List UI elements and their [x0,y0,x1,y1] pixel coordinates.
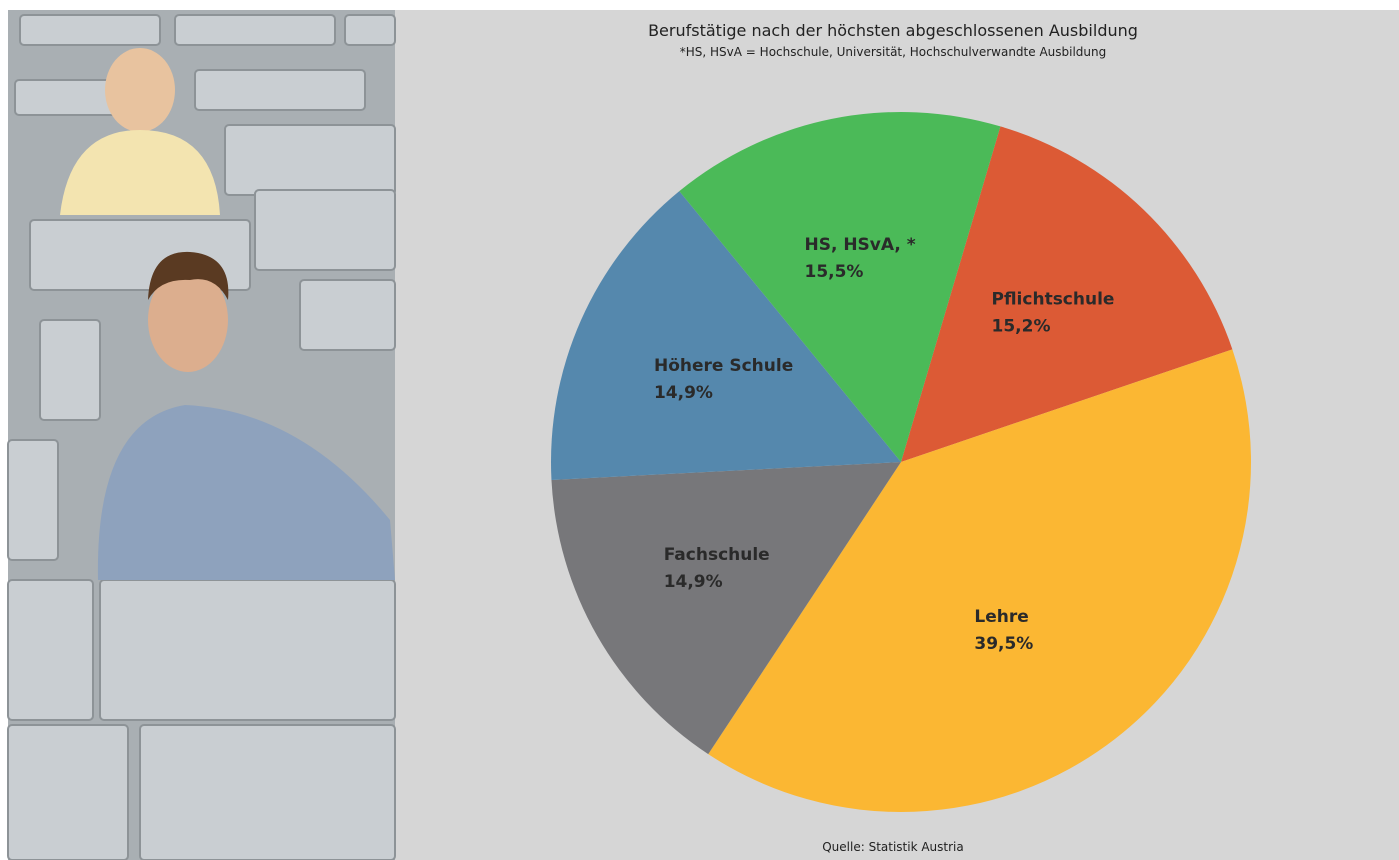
slice-label: Fachschule [664,545,770,565]
photo [8,10,395,860]
slice-value-label: 39,5% [974,634,1033,654]
slice-value-label: 14,9% [654,383,713,403]
slice-label: Lehre [974,607,1028,627]
chart-subtitle: *HS, HSvA = Hochschule, Universität, Hoc… [680,45,1106,59]
slice-value-label: 14,9% [664,572,723,592]
page: Berufstätige nach der höchsten abgeschlo… [0,0,1399,860]
slice-label: Pflichtschule [992,290,1115,310]
slice-value-label: 15,5% [804,262,863,282]
slice-label: HS, HSvA, * [804,235,915,255]
source: Quelle: Statistik Austria [822,840,964,854]
slice-value-label: 15,2% [992,317,1051,337]
chart-title: Berufstätige nach der höchsten abgeschlo… [648,21,1138,40]
slice-label: Höhere Schule [654,356,793,376]
